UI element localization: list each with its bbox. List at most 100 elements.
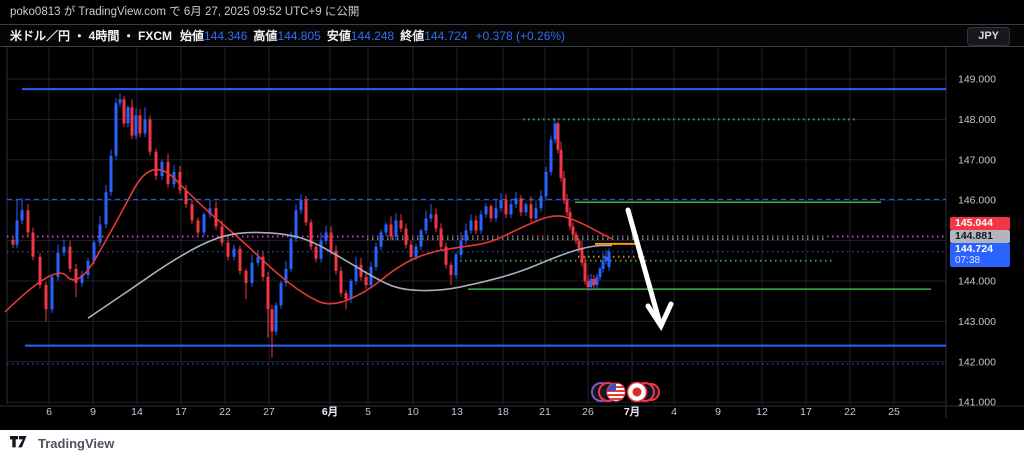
candle <box>190 204 194 221</box>
candle <box>284 268 288 284</box>
currency-toggle-button[interactable]: JPY <box>967 27 1010 46</box>
candle <box>464 230 468 241</box>
date-tick-label: 25 <box>888 406 900 418</box>
candle <box>98 224 102 243</box>
date-tick-label: 14 <box>131 406 143 418</box>
candle <box>50 276 54 310</box>
date-tick-label: 18 <box>497 406 509 418</box>
candle <box>544 171 548 197</box>
candle <box>238 248 242 271</box>
candle <box>202 214 206 233</box>
candle <box>499 200 503 209</box>
price-axis[interactable]: 149.000 148.000 147.000 146.000 144.000 143.0… <box>958 74 996 409</box>
candle <box>44 285 48 310</box>
candle <box>539 196 543 209</box>
candle <box>266 276 270 310</box>
candle <box>434 214 438 229</box>
candle <box>324 232 328 241</box>
candle <box>509 204 513 215</box>
candle <box>114 103 118 156</box>
ohlc-values: 始値144.346 高値144.805 安値144.248 終値144.724 <box>180 27 474 44</box>
candle <box>601 260 605 269</box>
candle <box>86 260 90 275</box>
candle <box>404 228 408 245</box>
tradingview-logo-text[interactable]: TradingView <box>38 436 115 451</box>
candle <box>592 278 596 286</box>
candle <box>580 248 584 263</box>
arrow-shaft <box>625 207 662 323</box>
date-tick-label: 13 <box>451 406 463 418</box>
date-tick-label: 10 <box>407 406 419 418</box>
candle <box>595 276 599 286</box>
candle <box>589 278 593 288</box>
date-tick-label: 26 <box>582 406 594 418</box>
candle <box>519 198 523 213</box>
candle <box>109 155 113 193</box>
us-flag-event-marker[interactable] <box>591 382 626 402</box>
price-tick-label: 149.000 <box>958 74 996 86</box>
date-tick-label: 17 <box>175 406 187 418</box>
candle <box>126 107 130 124</box>
candle <box>577 240 581 249</box>
candle <box>344 293 348 300</box>
candle <box>399 220 403 229</box>
price-change: +0.378 (+0.26%) <box>475 28 566 43</box>
candle <box>15 220 19 245</box>
drawn-arrow-annotation[interactable] <box>625 207 674 332</box>
date-axis[interactable]: 6 9 14 17 22 27 6月 5 10 13 18 21 26 7月 4 9 12 17 22 25 <box>46 406 900 418</box>
candle <box>38 256 42 286</box>
date-tick-label: 22 <box>219 406 231 418</box>
red-ma-line <box>4 168 613 313</box>
date-tick-label: 17 <box>800 406 812 418</box>
ohlc-low: 安値144.248 <box>326 29 395 43</box>
candle <box>160 161 164 176</box>
candle <box>556 123 560 150</box>
candle <box>299 200 303 211</box>
candle <box>469 220 473 231</box>
red-price-badge: 145.044 <box>950 217 1010 230</box>
candle <box>379 232 383 247</box>
candle <box>583 262 587 281</box>
candle <box>504 200 508 215</box>
candle <box>439 228 443 247</box>
candle <box>226 242 230 257</box>
price-tick-label: 147.000 <box>958 154 996 166</box>
tradingview-logo-icon[interactable] <box>10 436 32 451</box>
candle <box>148 119 152 152</box>
candle <box>494 208 498 219</box>
candle <box>74 268 78 284</box>
blue-price-badge: 144.724 07:38 <box>950 243 1010 267</box>
price-tick-label: 148.000 <box>958 114 996 126</box>
candle <box>529 204 533 219</box>
candle <box>489 206 493 219</box>
date-tick-label: 6 <box>46 406 52 418</box>
jp-flag-event-marker[interactable] <box>626 381 660 403</box>
candle <box>154 151 158 176</box>
candle <box>232 248 236 257</box>
candle <box>562 177 566 201</box>
candle <box>279 283 283 306</box>
candle <box>138 115 142 134</box>
candle <box>314 246 318 259</box>
date-tick-label: 12 <box>756 406 768 418</box>
grid-lines <box>0 47 1024 418</box>
candle <box>122 99 126 124</box>
symbol-title: 米ドル／円 ・ 4時間 ・ FXCM <box>10 29 173 43</box>
candle <box>429 214 433 219</box>
ohlc-close: 終値144.724 <box>400 29 468 43</box>
candle <box>574 234 578 241</box>
candle <box>553 123 557 140</box>
candle <box>184 190 188 205</box>
candle <box>104 192 108 225</box>
date-tick-label: 6月 <box>322 406 338 418</box>
candle <box>334 250 338 271</box>
candle <box>339 270 343 294</box>
candle <box>374 246 378 267</box>
candle <box>118 99 122 104</box>
candle <box>586 281 590 288</box>
candle <box>571 226 575 235</box>
date-tick-label: 21 <box>539 406 551 418</box>
candle <box>359 264 363 277</box>
candle <box>349 281 353 300</box>
